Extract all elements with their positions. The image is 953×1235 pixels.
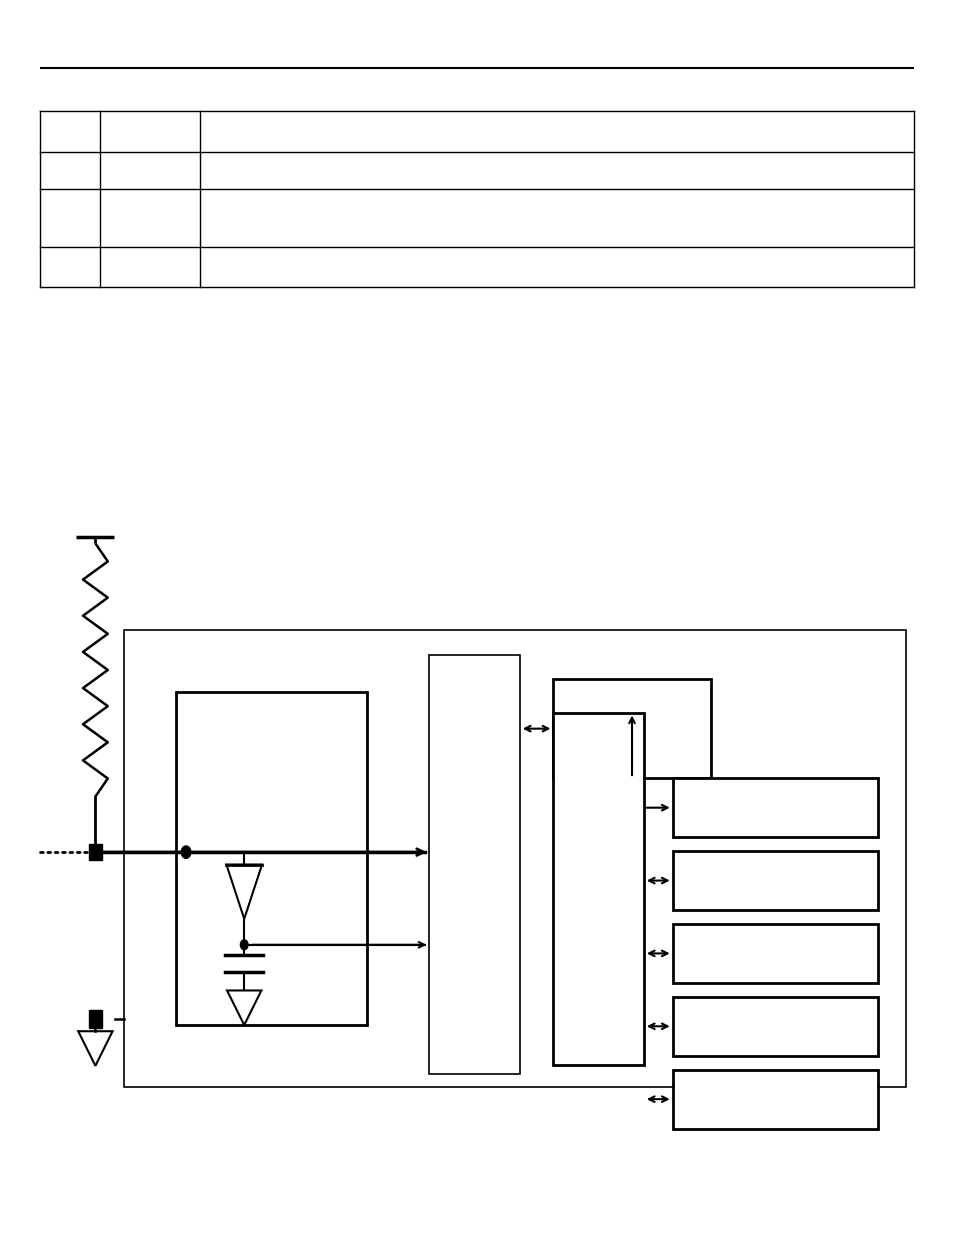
Bar [672,778,877,837]
Bar [672,1070,877,1129]
Bar [553,713,643,1065]
Circle shape [181,846,191,858]
Bar [124,630,905,1087]
Bar [429,655,519,1074]
Circle shape [240,940,248,950]
Bar [89,845,101,860]
Bar [553,679,710,778]
Bar [672,851,877,910]
Bar [672,997,877,1056]
Bar [672,924,877,983]
Bar [89,1010,102,1028]
Bar [176,692,367,1025]
